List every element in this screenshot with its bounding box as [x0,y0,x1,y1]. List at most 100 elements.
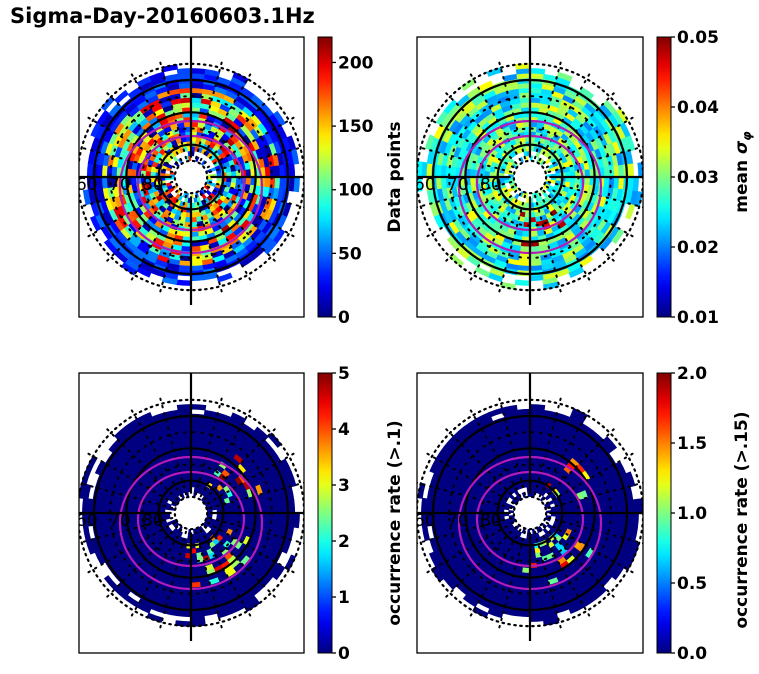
heat-cell [243,456,255,469]
heat-cell [581,535,591,547]
heat-cell [592,110,606,124]
heat-cell [586,453,598,466]
heat-cell [522,121,531,128]
heat-cell [482,529,491,539]
heat-cell [457,483,467,496]
heat-cell [216,573,229,583]
heat-cell [104,141,114,156]
heat-cell [260,221,273,236]
heat-cell [530,82,544,89]
dotted-mlt-spoke [425,116,515,169]
heat-cell [234,583,249,596]
plot-frame [78,36,305,318]
heat-cell [146,543,156,553]
heat-cell [210,99,223,109]
heat-cell [151,76,167,86]
heat-cell [151,102,164,113]
lat-label: 80 [480,175,502,195]
heat-cell [134,215,146,227]
heat-cell [589,113,602,127]
heat-cell [481,443,494,455]
heat-cell [272,200,283,214]
heat-cell [443,533,453,548]
heat-cell [518,211,526,218]
heat-cell [182,231,191,238]
heat-cell [216,272,233,283]
heat-cell [578,255,594,268]
heat-cell [161,240,174,250]
heat-cell [208,577,220,586]
heat-cell [137,453,150,464]
polar-panel-top-right: 60 70 80 0.01 0.02 0.03 0.04 0.05 mean σφ [416,28,754,328]
heat-cell [496,249,510,259]
heat-cell [502,125,512,134]
dotted-lat-circle [512,495,548,531]
heat-cell [130,512,137,521]
heat-cell [151,132,161,142]
heat-cell [625,539,636,556]
heat-cell [554,233,566,243]
heat-cell [222,564,234,575]
heat-cell [465,130,476,143]
heat-cell [125,537,135,549]
heat-cell [517,536,524,544]
heat-cell [116,445,129,459]
heat-cell [240,459,251,472]
heat-cell [197,230,207,237]
heat-cell [147,563,159,574]
heat-cell [539,159,546,166]
heat-cell [183,197,189,204]
heat-cell [85,455,98,472]
heat-cell [440,164,447,177]
heat-cell [532,533,537,540]
heat-cell [246,561,259,574]
heat-cell [517,418,531,425]
heat-cell [118,147,128,160]
heat-cell [113,218,125,232]
heat-cell [462,193,471,204]
heat-cell [133,430,148,443]
heat-cell [250,529,259,541]
heat-cell [190,596,203,603]
heat-cell [236,463,248,475]
heat-cell [178,260,191,267]
heat-cell [195,472,203,479]
heat-cell [228,443,241,455]
heat-cell [493,258,507,269]
heat-cell [552,595,567,605]
heat-cell [227,461,238,472]
heat-cell [293,513,300,529]
heat-cell [473,542,483,553]
heat-cell [565,555,577,566]
heat-cell [603,99,618,115]
heat-cell [568,266,585,279]
dotted-mlt-spoke [79,181,174,209]
heat-cell [279,164,286,178]
heat-cell [191,82,205,89]
heat-cell [100,112,114,128]
heat-cell [530,438,541,445]
heat-cell [495,90,510,100]
heat-cell [452,218,464,232]
colorbar-gradient [656,372,672,654]
heat-cell [530,102,541,109]
heat-cell [146,612,163,623]
heat-cell [263,545,274,559]
heat-cell [96,512,103,526]
heat-cell [138,597,154,610]
heat-cell [197,566,207,573]
heat-cell [160,500,168,507]
heat-cell [143,193,152,203]
heat-cell [162,104,174,113]
heat-cell [519,245,530,252]
heat-cell [211,95,225,105]
colorbar-tick-label: 2.0 [677,364,707,384]
heat-cell [629,541,640,558]
heat-cell [223,94,237,105]
heat-cell [231,171,237,178]
heat-cell [121,463,133,476]
heat-cell [429,201,439,217]
heat-cell [135,462,146,474]
dotted-mlt-spoke [199,408,252,498]
